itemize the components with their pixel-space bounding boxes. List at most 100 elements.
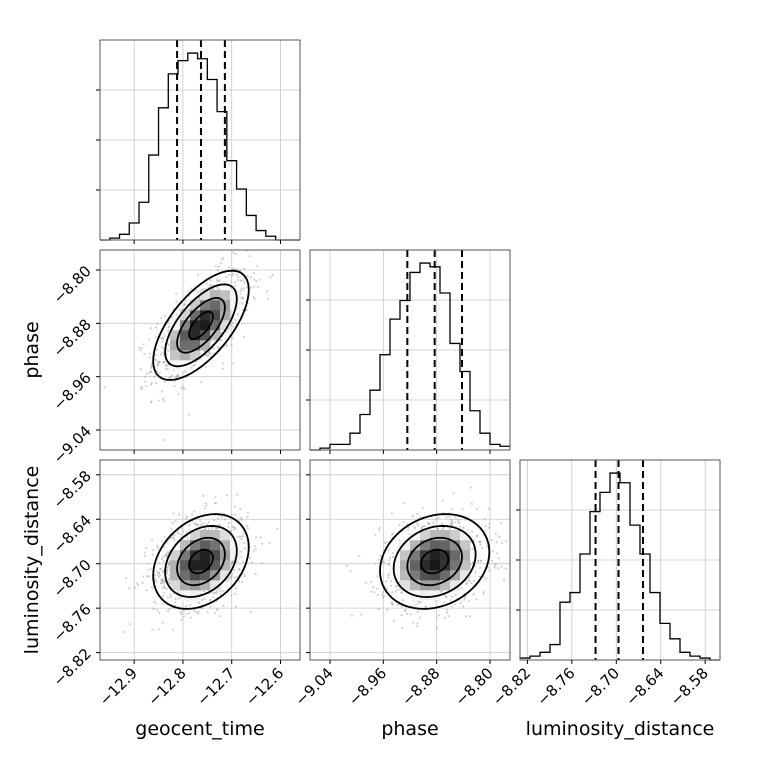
scatter-point [158, 627, 161, 631]
scatter-point [164, 367, 168, 371]
scatter-point [477, 540, 480, 543]
panel-content [345, 486, 514, 630]
scatter-point [174, 597, 177, 600]
scatter-point [158, 361, 161, 364]
scatter-point [212, 596, 215, 599]
scatter-point [169, 593, 172, 596]
scatter-point [406, 528, 410, 531]
scatter-point [230, 343, 233, 346]
scatter-point [401, 599, 404, 602]
scatter-point [242, 267, 246, 271]
scatter-point [451, 523, 454, 526]
scatter-point [148, 352, 151, 355]
density-cell [210, 580, 221, 591]
panel-frame [99, 459, 301, 661]
scatter-point [345, 564, 349, 567]
scatter-point [427, 522, 430, 526]
scatter-point [185, 515, 189, 518]
scatter-point [395, 585, 398, 588]
density-cell [460, 530, 471, 541]
scatter-point [486, 545, 489, 548]
panel-frame [309, 249, 511, 451]
scatter-point [177, 591, 180, 594]
x-axis-label-geocent_time: geocent_time [135, 718, 264, 740]
density-cell [210, 330, 221, 341]
scatter-point [202, 589, 206, 593]
scatter-point [395, 585, 398, 588]
contour-line [164, 283, 238, 368]
scatter-point [470, 582, 473, 585]
scatter-point [482, 576, 486, 579]
scatter-point [462, 526, 465, 530]
density-cell [450, 530, 461, 541]
scatter-point [214, 611, 217, 614]
density-cell [220, 530, 231, 541]
scatter-point [415, 603, 418, 606]
scatter-point [194, 610, 197, 614]
scatter-point [241, 535, 245, 538]
scatter-point [162, 397, 165, 401]
scatter-point [205, 523, 208, 526]
panel-content [123, 493, 279, 634]
scatter-point [391, 551, 394, 555]
scatter-point [209, 352, 212, 356]
scatter-point [143, 551, 146, 554]
scatter-point [205, 504, 208, 507]
scatter-point [459, 602, 462, 605]
scatter-point [387, 549, 390, 552]
density-cell [190, 340, 201, 351]
scatter-point [418, 601, 421, 605]
density-cell [180, 590, 191, 601]
scatter-point [211, 287, 214, 291]
scatter-point [387, 563, 391, 566]
scatter-point [157, 399, 160, 402]
contour-line [392, 525, 477, 598]
scatter-point [462, 526, 465, 529]
scatter-point [168, 607, 171, 611]
scatter-point [452, 492, 455, 495]
scatter-point [136, 582, 139, 585]
scatter-point [165, 554, 169, 557]
scatter-point [152, 600, 156, 603]
scatter-point [445, 595, 448, 598]
scatter-point [381, 593, 384, 596]
scatter-point [227, 525, 230, 529]
scatter-point [170, 536, 173, 539]
scatter-point [376, 587, 379, 590]
contour-line [188, 310, 214, 340]
density-cell [390, 560, 401, 571]
scatter-point [512, 520, 514, 522]
scatter-point [495, 541, 499, 544]
scatter-point [464, 615, 468, 618]
scatter-point [170, 374, 174, 377]
scatter-point [413, 525, 416, 528]
scatter-point [450, 520, 454, 524]
scatter-point [160, 581, 163, 584]
scatter-point [201, 522, 205, 525]
scatter-point [448, 527, 452, 530]
scatter-point [156, 546, 159, 549]
scatter-point [196, 291, 199, 294]
x-tick-label: −12.9 [96, 664, 141, 709]
scatter-point [484, 524, 487, 527]
scatter-point [146, 562, 149, 565]
scatter-point [197, 523, 200, 526]
scatter-point [155, 336, 158, 339]
density-cell [220, 320, 231, 331]
scatter-point [220, 515, 223, 518]
scatter-point [204, 353, 208, 356]
scatter-point [416, 622, 419, 625]
scatter-point [163, 315, 167, 318]
scatter-point [491, 550, 494, 553]
scatter-point [232, 525, 236, 529]
scatter-point [214, 496, 217, 499]
scatter-point [206, 610, 209, 614]
scatter-point [163, 334, 166, 337]
scatter-point [409, 613, 412, 616]
scatter-point [225, 580, 228, 583]
scatter-point [238, 535, 241, 538]
scatter-point [500, 542, 504, 545]
scatter-point [216, 269, 220, 272]
scatter-point [166, 596, 169, 599]
scatter-point [488, 569, 491, 572]
